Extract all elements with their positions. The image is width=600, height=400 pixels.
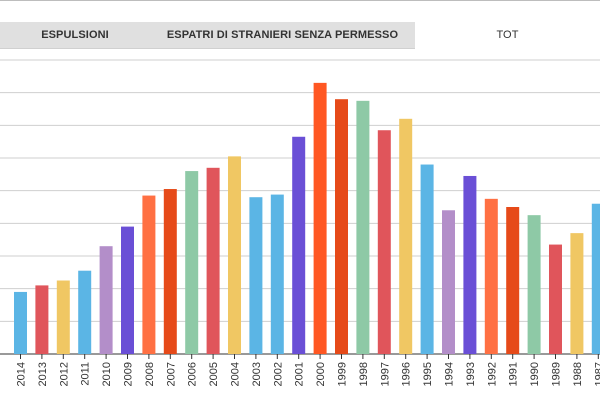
bar-2011[interactable] [78,270,92,354]
bar-1997[interactable] [377,130,391,354]
x-tick-label-1993: 1993 [465,362,477,386]
x-tick-label-2008: 2008 [144,362,156,386]
bar-1987[interactable] [591,203,600,354]
x-tick-label-1992: 1992 [486,362,498,386]
bar-2002[interactable] [270,194,284,354]
x-tick-label-2000: 2000 [315,362,327,386]
bar-1999[interactable] [335,99,348,354]
x-tick-label-2004: 2004 [230,362,242,386]
x-tick-label-1988: 1988 [572,362,584,386]
x-tick-label-2001: 2001 [294,362,306,386]
bar-1996[interactable] [399,118,413,354]
bar-chart: 2014 2013 2012 2011 2010 2009 2008 2007 2006 2005… [0,59,600,386]
bar-1988[interactable] [570,233,584,354]
x-tick-label-2005: 2005 [208,362,220,386]
x-tick-label-1999: 1999 [337,362,349,386]
bar-2005[interactable] [206,167,220,354]
tab-tot[interactable]: TOT [415,22,600,49]
bar-1998[interactable] [356,100,370,354]
bar-1993[interactable] [463,175,477,354]
x-tick-label-1991: 1991 [508,362,520,386]
bar-2012[interactable] [56,280,70,355]
x-tick-label-2014: 2014 [16,362,28,386]
tab-espatri[interactable]: ESPATRI DI STRANIERI SENZA PERMESSO [166,29,399,41]
x-tick-label-1997: 1997 [379,362,391,386]
x-tick-label-2009: 2009 [123,362,135,386]
bar-2000[interactable] [313,82,327,354]
x-tick-label-2002: 2002 [272,362,284,386]
bar-2004[interactable] [228,156,241,354]
x-tick-label-2011: 2011 [80,362,92,386]
x-tick-label-1998: 1998 [358,362,370,386]
x-tick-label-2007: 2007 [165,362,177,386]
x-tick-label-2003: 2003 [251,362,263,386]
bar-2003[interactable] [249,197,263,354]
x-tick-label-1987: 1987 [593,362,600,386]
bar-2001[interactable] [292,136,306,354]
bar-2010[interactable] [99,246,113,354]
top-divider [0,0,600,1]
bar-1990[interactable] [527,215,541,354]
bar-2013[interactable] [35,285,49,354]
x-tick-label-1994: 1994 [444,362,456,386]
x-tick-label-2006: 2006 [187,362,199,386]
x-tick-label-2012: 2012 [58,362,70,386]
bar-1995[interactable] [420,164,434,354]
x-tick-label-2013: 2013 [37,362,49,386]
bar-2006[interactable] [185,171,199,354]
bar-1989[interactable] [549,244,562,354]
bar-1992[interactable] [484,198,498,354]
bar-2008[interactable] [142,195,156,354]
tab-bar: ESPULSIONI ESPATRI DI STRANIERI SENZA PE… [0,22,600,49]
x-tick-label-1989: 1989 [551,362,563,386]
bar-2014[interactable] [14,291,27,354]
x-tick-label-2010: 2010 [101,362,113,386]
bar-2009[interactable] [121,226,134,354]
bar-1991[interactable] [506,207,520,354]
x-tick-label-1995: 1995 [422,362,434,386]
bar-2007[interactable] [163,189,177,354]
x-tick-label-1996: 1996 [401,362,413,386]
tab-espulsioni[interactable]: ESPULSIONI [41,29,109,41]
x-tick-label-1990: 1990 [529,362,541,386]
bar-1994[interactable] [442,210,455,354]
